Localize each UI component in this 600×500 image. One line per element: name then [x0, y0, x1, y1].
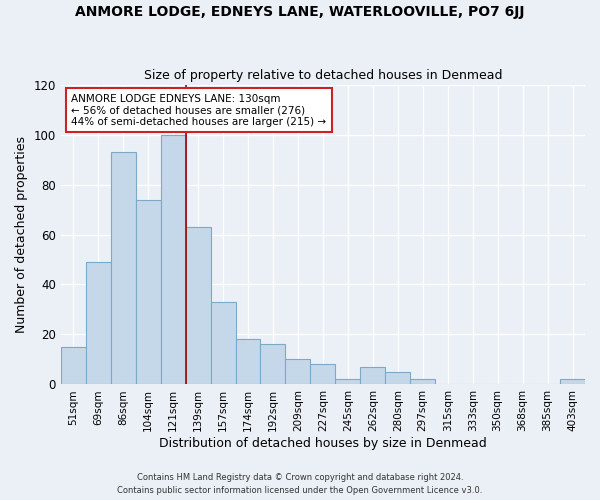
Bar — [185, 227, 211, 384]
Bar — [385, 372, 410, 384]
Bar — [161, 134, 185, 384]
Bar — [410, 380, 435, 384]
Bar — [211, 302, 236, 384]
Bar — [111, 152, 136, 384]
Bar — [136, 200, 161, 384]
Bar — [361, 367, 385, 384]
Bar — [335, 380, 361, 384]
Text: Contains HM Land Registry data © Crown copyright and database right 2024.
Contai: Contains HM Land Registry data © Crown c… — [118, 474, 482, 495]
Bar — [286, 360, 310, 384]
Bar — [86, 262, 111, 384]
Bar — [61, 347, 86, 385]
Y-axis label: Number of detached properties: Number of detached properties — [15, 136, 28, 333]
Bar — [310, 364, 335, 384]
X-axis label: Distribution of detached houses by size in Denmead: Distribution of detached houses by size … — [159, 437, 487, 450]
Bar — [260, 344, 286, 385]
Bar — [560, 380, 585, 384]
Text: ANMORE LODGE EDNEYS LANE: 130sqm
← 56% of detached houses are smaller (276)
44% : ANMORE LODGE EDNEYS LANE: 130sqm ← 56% o… — [71, 94, 326, 127]
Text: ANMORE LODGE, EDNEYS LANE, WATERLOOVILLE, PO7 6JJ: ANMORE LODGE, EDNEYS LANE, WATERLOOVILLE… — [75, 5, 525, 19]
Title: Size of property relative to detached houses in Denmead: Size of property relative to detached ho… — [143, 69, 502, 82]
Bar — [236, 340, 260, 384]
